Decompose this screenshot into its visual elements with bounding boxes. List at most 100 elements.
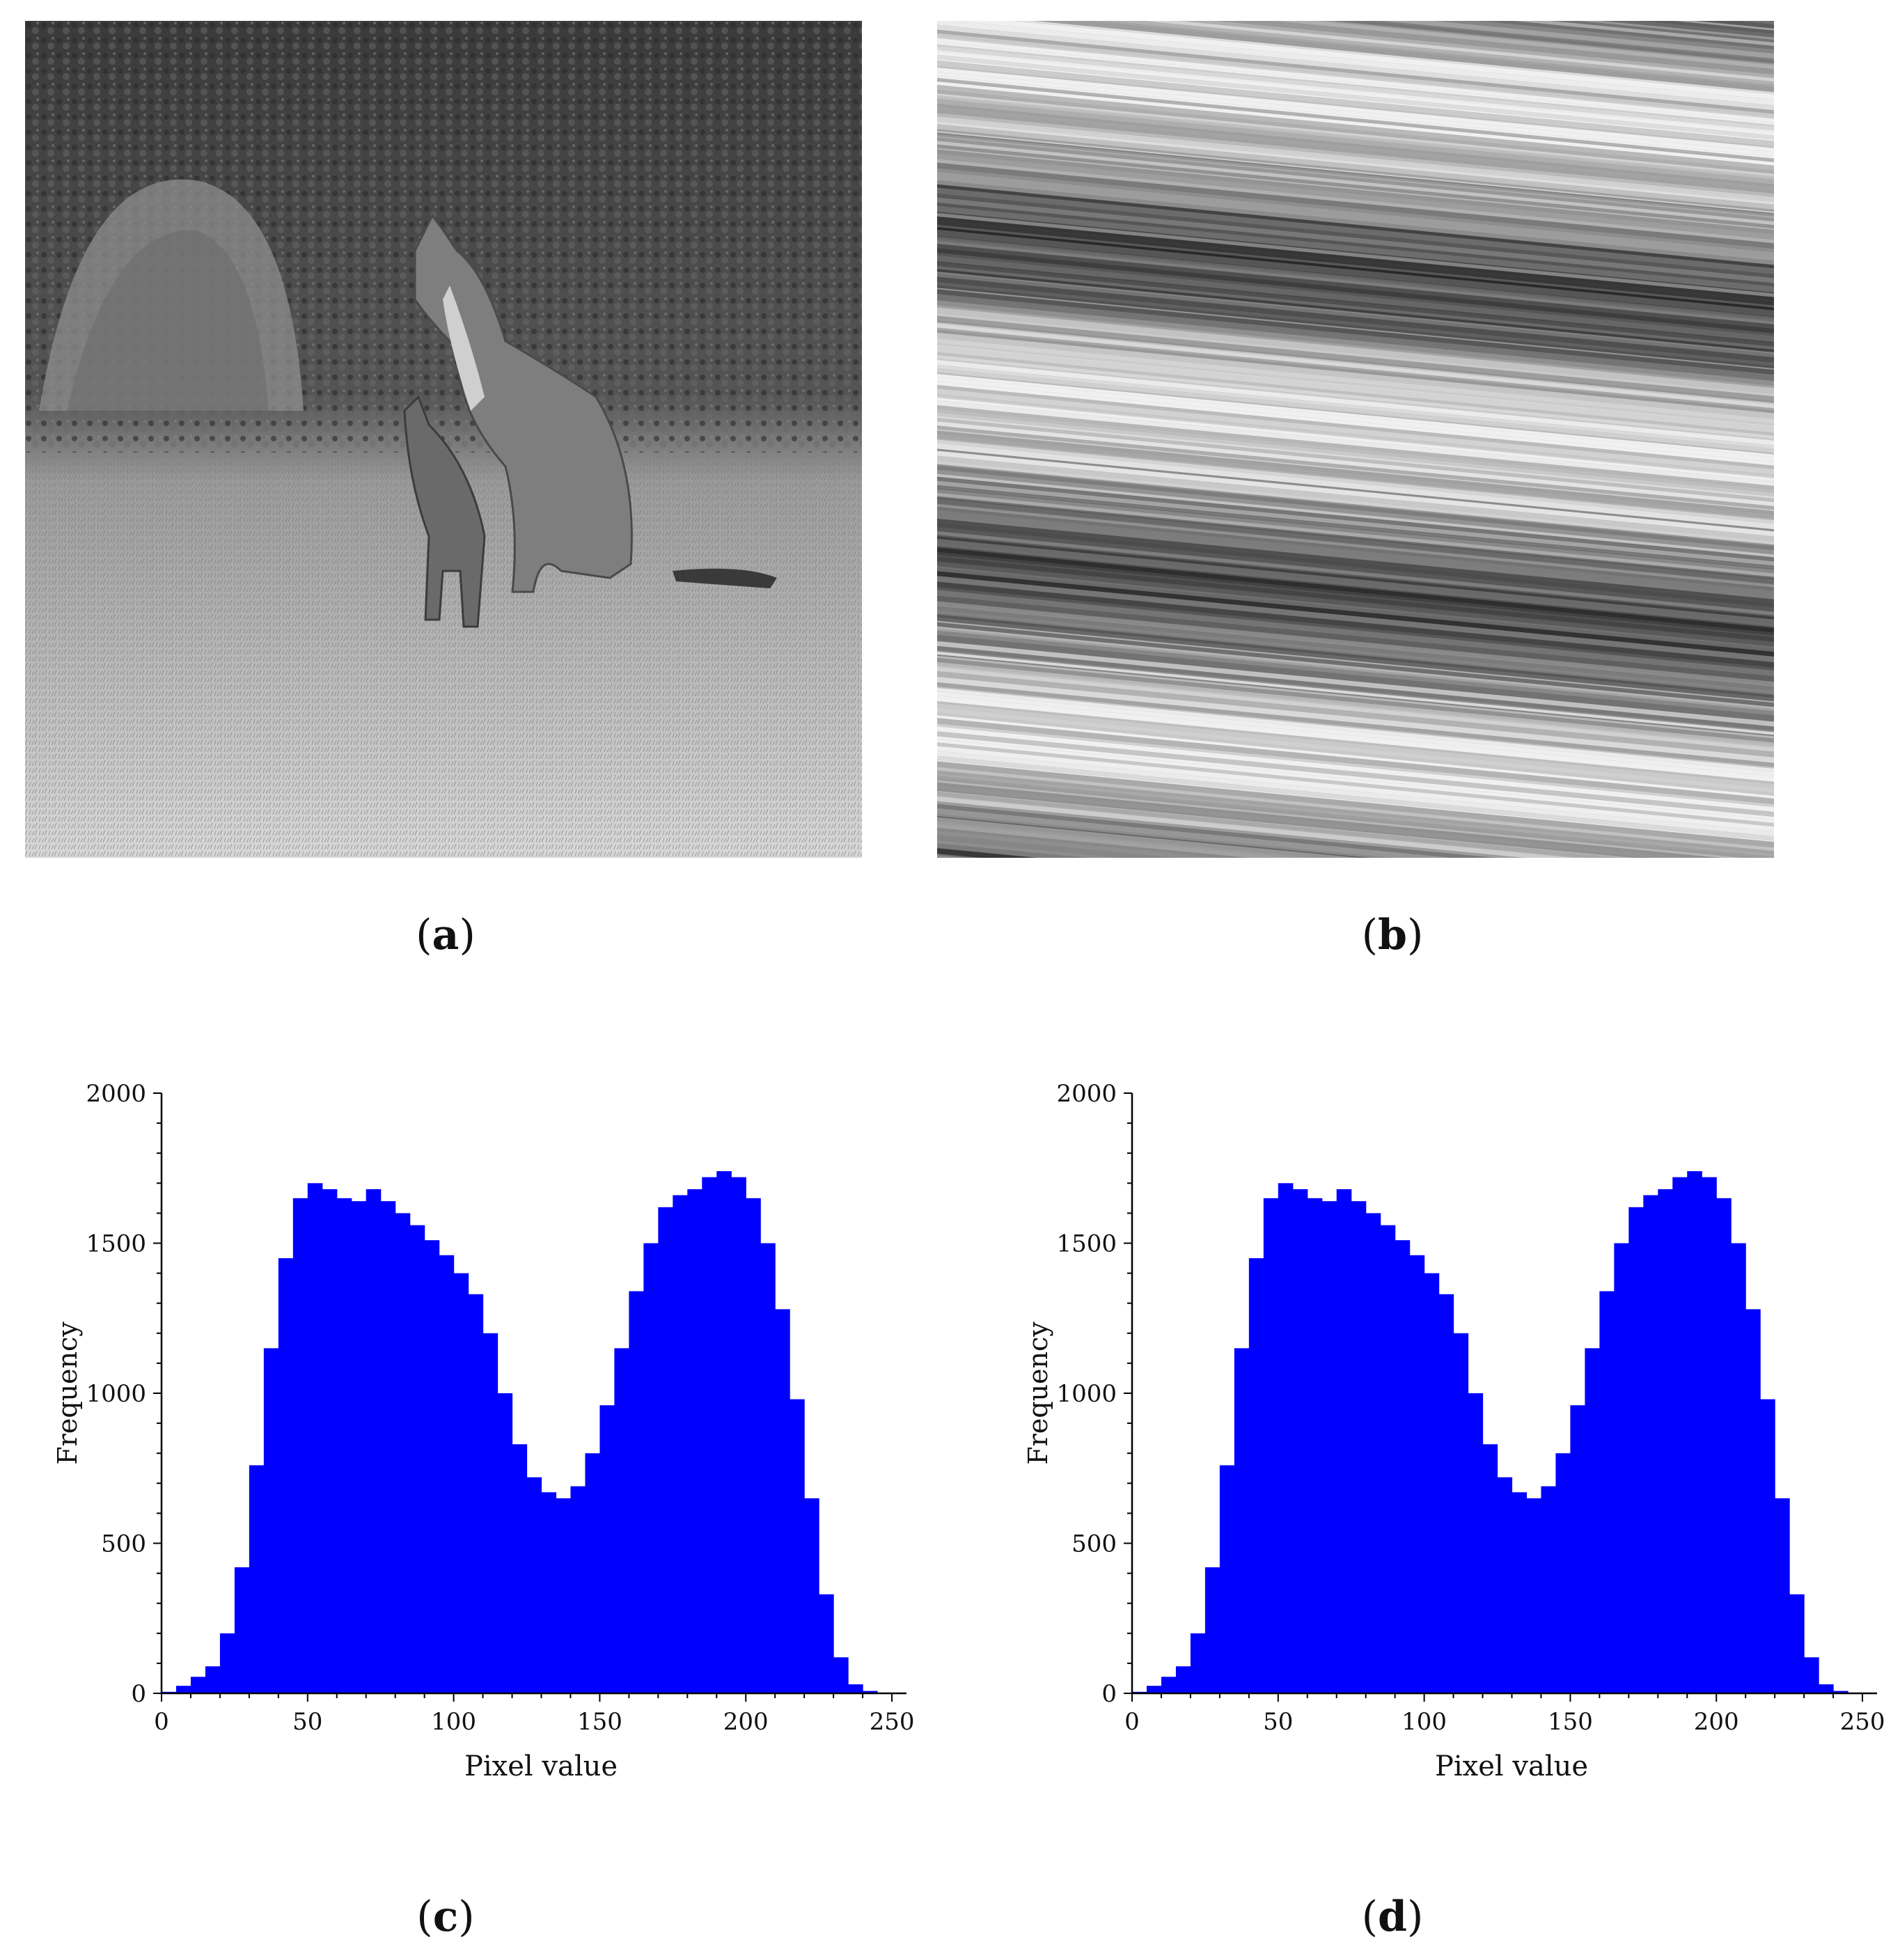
stripe — [937, 332, 1774, 431]
stripe — [937, 612, 1774, 707]
histogram-bar — [409, 1225, 425, 1693]
stripe — [937, 143, 1774, 239]
stripe — [937, 741, 1774, 840]
stripe — [937, 21, 1774, 60]
stripe — [937, 726, 1774, 823]
histogram-bar — [790, 1399, 805, 1693]
stripe — [937, 136, 1774, 234]
stripe — [937, 130, 1774, 226]
stripe — [937, 52, 1774, 150]
stripe — [937, 511, 1774, 609]
stripe — [937, 462, 1774, 560]
y-tick-label: 0 — [131, 1680, 146, 1708]
histogram-bar — [599, 1405, 615, 1693]
stripe — [937, 175, 1774, 274]
stripe — [937, 271, 1774, 370]
stripe — [937, 467, 1774, 563]
stripe — [937, 832, 1774, 858]
histogram-bar — [307, 1183, 323, 1693]
stripe — [937, 21, 1774, 104]
stripe — [937, 315, 1774, 410]
caption-d: (d) — [1361, 1892, 1424, 1941]
histogram-bar — [1804, 1657, 1819, 1693]
stripe — [937, 544, 1774, 641]
stripe — [937, 444, 1774, 542]
stripe — [937, 21, 1774, 48]
stripe — [937, 548, 1774, 647]
stripe — [937, 489, 1774, 584]
encrypted-noise-image — [937, 21, 1774, 858]
stripe — [937, 705, 1774, 802]
stripe — [937, 772, 1774, 858]
y-tick-label: 0 — [1101, 1680, 1117, 1708]
stripe — [937, 781, 1774, 858]
histogram-bar — [1745, 1309, 1761, 1693]
stripe — [937, 418, 1774, 516]
stripe — [937, 257, 1774, 354]
stripe — [937, 613, 1774, 712]
stripe — [937, 158, 1774, 258]
stripe — [937, 21, 1774, 69]
stripe — [937, 21, 1774, 53]
histogram-bar — [1321, 1201, 1337, 1693]
stripe — [937, 208, 1774, 306]
stripe — [937, 770, 1774, 858]
histogram-bar — [1585, 1348, 1600, 1693]
x-tick-label: 150 — [577, 1708, 622, 1736]
y-tick-label: 1500 — [1056, 1230, 1117, 1258]
stripe — [937, 693, 1774, 792]
stripe — [937, 579, 1774, 675]
stripe — [937, 322, 1774, 418]
stripe — [937, 81, 1774, 180]
stripe — [937, 39, 1774, 135]
y-tick-label: 500 — [1071, 1530, 1117, 1558]
histogram-bar — [1453, 1333, 1469, 1693]
stripe — [937, 112, 1774, 207]
histogram-bar — [1819, 1684, 1834, 1693]
stripe — [937, 515, 1774, 613]
histogram-bar — [424, 1240, 440, 1693]
histogram-bar — [278, 1258, 294, 1693]
histogram-bar — [1190, 1633, 1206, 1693]
stripe — [937, 677, 1774, 773]
histogram-bar — [1833, 1691, 1848, 1693]
encrypted-noise-image-icon — [937, 21, 1774, 858]
stripe — [937, 109, 1774, 206]
stripe — [937, 63, 1774, 158]
x-tick-label: 250 — [870, 1708, 915, 1736]
stripe — [937, 785, 1774, 858]
histogram-bar — [1628, 1207, 1644, 1693]
stripe — [937, 391, 1774, 487]
histogram-bar — [1395, 1240, 1411, 1693]
stripe — [937, 233, 1774, 330]
histogram-bar — [468, 1294, 484, 1693]
histogram-bar — [760, 1243, 776, 1693]
stripe — [937, 427, 1774, 525]
histogram-bar — [1351, 1201, 1367, 1693]
stripe — [937, 183, 1774, 283]
histogram-bar — [1438, 1294, 1454, 1693]
stripe — [937, 21, 1774, 110]
stripe — [937, 538, 1774, 634]
stripe — [937, 238, 1774, 336]
histogram-bar — [482, 1333, 498, 1693]
stripe — [937, 167, 1774, 266]
x-axis-label: Pixel value — [1435, 1750, 1588, 1782]
stripe — [937, 283, 1774, 382]
histogram-bar — [1365, 1213, 1381, 1693]
stripe — [937, 74, 1774, 171]
stripe — [937, 682, 1774, 781]
histogram-bar — [1658, 1189, 1673, 1693]
histogram-bar — [1643, 1195, 1658, 1693]
stripe — [937, 441, 1774, 538]
stripe — [937, 563, 1774, 661]
histogram-bar — [1541, 1486, 1557, 1693]
stripe — [937, 626, 1774, 725]
stripe — [937, 482, 1774, 579]
stripe — [937, 362, 1774, 460]
histogram-bar — [234, 1567, 250, 1693]
stripe — [937, 63, 1774, 162]
stripe — [937, 120, 1774, 219]
stripe — [937, 824, 1774, 858]
stripe — [937, 207, 1774, 302]
